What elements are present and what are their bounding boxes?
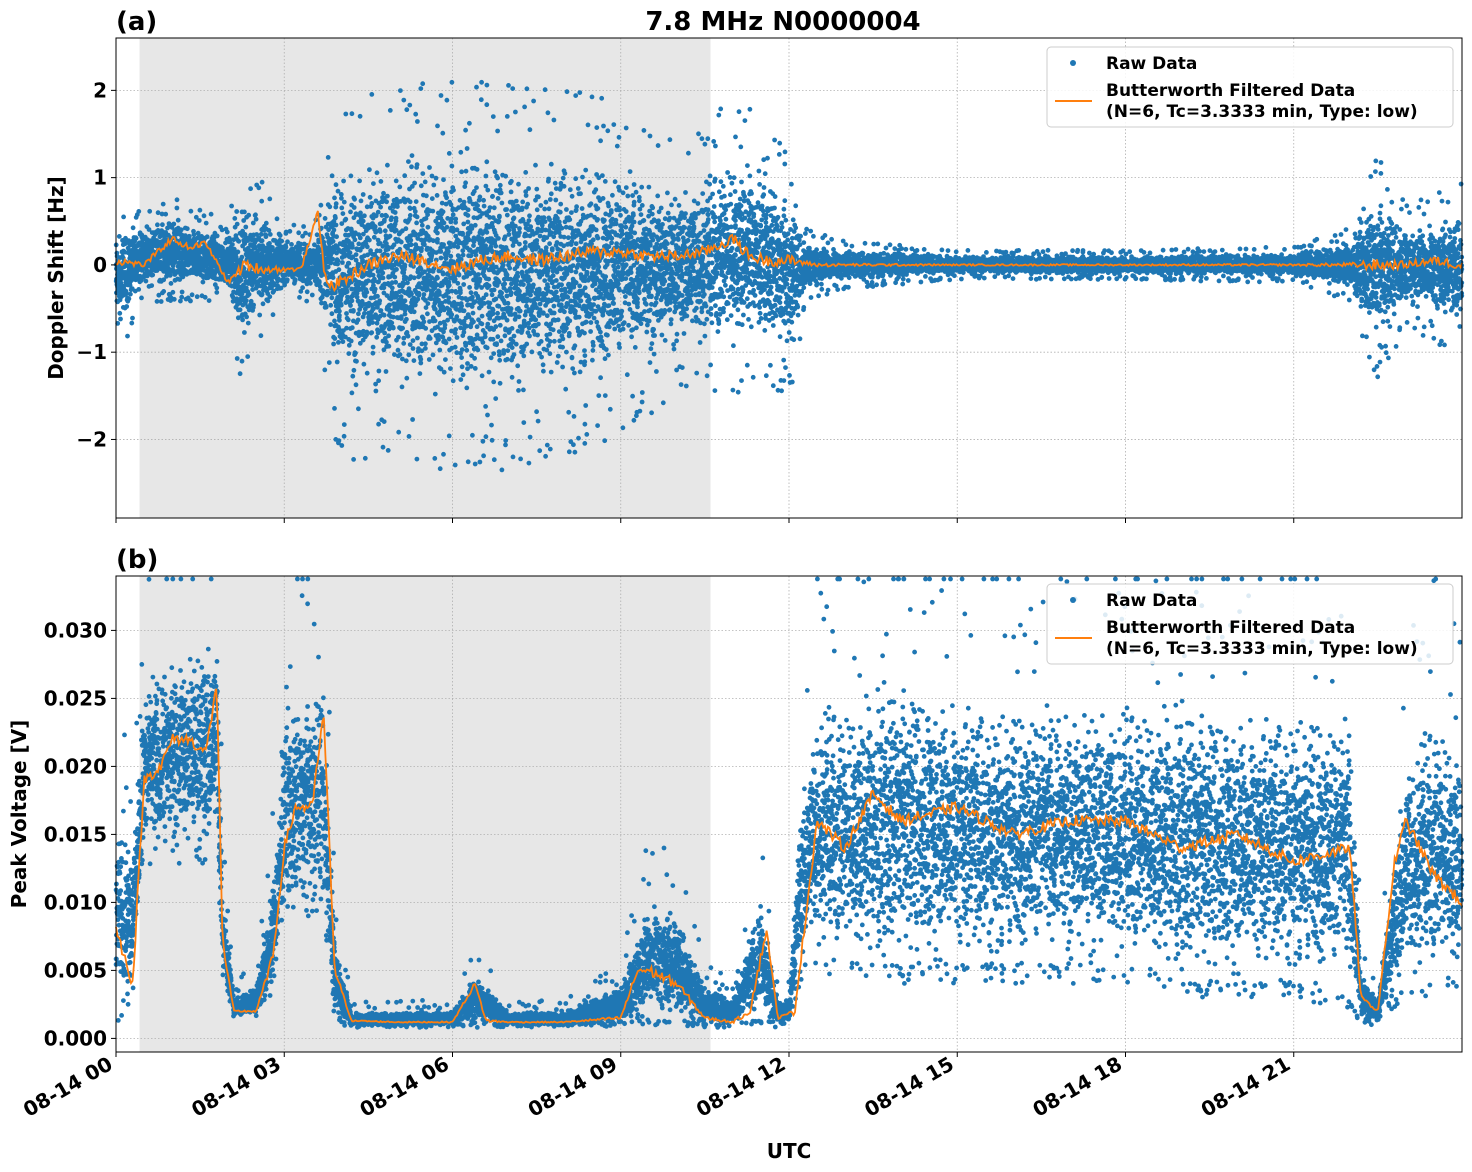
y-tick-label: 0.025 — [44, 686, 107, 710]
panel-b-ylabel: Peak Voltage [V] — [7, 720, 31, 909]
y-tick-label: −2 — [76, 427, 107, 451]
panel-a-legend-raw-marker — [1070, 60, 1076, 66]
panel-b-legend-filtered-label: Butterworth Filtered Data — [1106, 618, 1355, 638]
x-tick-label: 08-14 09 — [524, 1052, 622, 1122]
panel-a-doppler: −2 −1 0 1 2 (a) Doppler Shift [Hz] Raw Data … — [44, 7, 1465, 523]
raw-data-points — [113, 79, 1465, 473]
raw-data-points — [113, 576, 1465, 1030]
y-tick-label: 0 — [93, 253, 107, 277]
panel-b-legend-box — [1046, 583, 1454, 665]
x-tick-label: 08-14 21 — [1197, 1052, 1295, 1122]
x-tick-label: 08-14 00 — [19, 1052, 117, 1122]
panel-a-x-ticks — [115, 518, 1295, 523]
panel-a-label: (a) — [116, 7, 157, 37]
y-tick-label: 1 — [93, 166, 107, 190]
y-tick-label: 0.030 — [44, 618, 107, 642]
x-tick-label: 08-14 12 — [692, 1052, 790, 1122]
panel-b-shaded-region — [139, 576, 711, 1052]
y-tick-label: 2 — [93, 78, 107, 102]
panel-a-legend-box — [1046, 46, 1454, 128]
y-tick-label: −1 — [76, 340, 107, 364]
x-tick-label: 08-14 18 — [1028, 1052, 1126, 1122]
panel-b-filtered-line — [115, 688, 1463, 1025]
panel-a-filtered-line — [115, 210, 1463, 293]
y-tick-label: 0.005 — [44, 958, 107, 982]
panel-b-x-ticks: 08-14 00 08-14 03 08-14 06 08-14 09 08-14 12… — [19, 1052, 1295, 1122]
x-tick-label: 08-14 06 — [355, 1052, 453, 1122]
y-tick-label: 0.015 — [44, 822, 107, 846]
panel-b-y-ticks: 0.000 0.005 0.010 0.015 0.020 0.025 0.030 — [44, 618, 116, 1050]
panel-b-voltage: 0.000 0.005 0.010 0.015 0.020 0.025 0.030 08-1… — [7, 545, 1465, 1122]
panel-a-raw-points — [113, 79, 1465, 473]
panel-a-ylabel: Doppler Shift [Hz] — [44, 176, 68, 380]
y-tick-label: 0.020 — [44, 754, 107, 778]
figure-title: 7.8 MHz N0000004 — [645, 7, 920, 37]
x-axis-label: UTC — [767, 1139, 812, 1163]
panel-b-label: (b) — [116, 545, 158, 575]
panel-a-legend-raw-label: Raw Data — [1106, 54, 1197, 74]
x-tick-label: 08-14 15 — [860, 1052, 958, 1122]
panel-b-legend: Raw Data Butterworth Filtered Data (N=6,… — [1046, 583, 1454, 665]
panel-b-legend-filtered-params: (N=6, Tc=3.3333 min, Type: low) — [1106, 639, 1418, 659]
y-tick-label: 0.010 — [44, 890, 107, 914]
panel-b-raw-points — [113, 576, 1465, 1030]
panel-a-legend-filtered-params: (N=6, Tc=3.3333 min, Type: low) — [1106, 102, 1418, 122]
panel-b-legend-raw-label: Raw Data — [1106, 591, 1197, 611]
panel-a-y-ticks: −2 −1 0 1 2 — [76, 78, 116, 451]
panel-a-legend: Raw Data Butterworth Filtered Data (N=6,… — [1046, 46, 1454, 128]
x-tick-label: 08-14 03 — [187, 1052, 285, 1122]
y-tick-label: 0.000 — [44, 1026, 107, 1050]
panel-a-legend-filtered-label: Butterworth Filtered Data — [1106, 81, 1355, 101]
panel-b-legend-raw-marker — [1070, 597, 1076, 603]
panel-b-grid — [115, 576, 1462, 1052]
